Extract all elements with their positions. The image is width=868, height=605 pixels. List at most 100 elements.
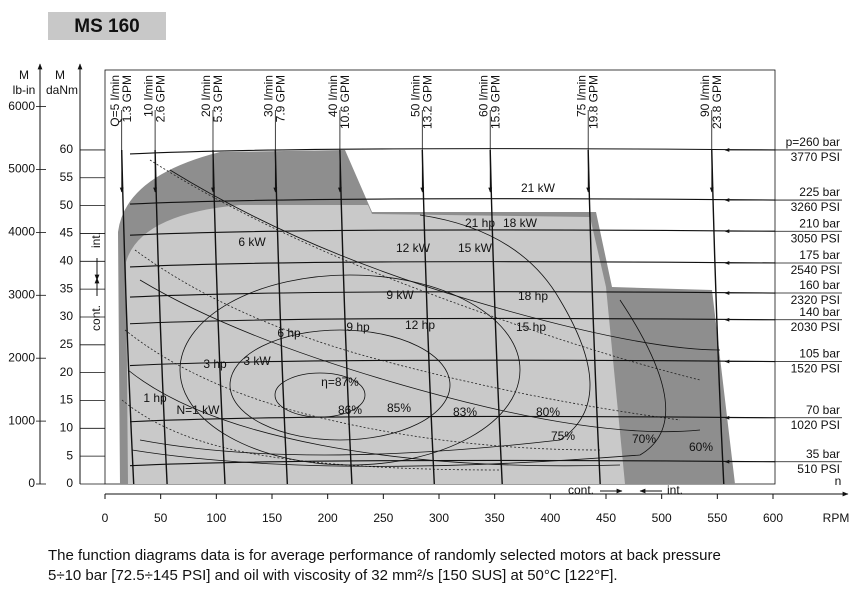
flow-gpm-label: 19.8 GPM — [586, 75, 600, 129]
x-tick-label: 600 — [763, 511, 783, 525]
flow-lpm-label: 90 l/min — [698, 75, 712, 117]
flow-gpm-label: 10.6 GPM — [338, 75, 352, 129]
x-label: n — [835, 474, 842, 488]
y-tick-label: 60 — [60, 142, 74, 156]
pressure-bar-label: 225 bar — [799, 185, 840, 199]
pressure-bar-label: 175 bar — [799, 248, 840, 262]
x-tick-label: 500 — [652, 511, 672, 525]
x-tick-label: 0 — [102, 511, 109, 525]
y2-tick-label: 3000 — [8, 287, 35, 301]
pressure-psi-label: 3260 PSI — [791, 200, 840, 214]
x-tick-label: 550 — [707, 511, 727, 525]
cont-label: cont. — [89, 305, 103, 331]
pressure-psi-label: 3050 PSI — [791, 231, 840, 245]
y2-tick-label: 2000 — [8, 350, 35, 364]
efficiency-label: 86% — [338, 403, 362, 417]
flow-lpm-label: Q=5 l/min — [108, 75, 122, 127]
power-label: 6 hp — [277, 326, 301, 340]
pressure-line — [129, 229, 776, 236]
y-tick-label: 30 — [60, 309, 74, 323]
efficiency-label: η=87% — [321, 375, 359, 389]
title: MS 160 — [74, 16, 139, 37]
efficiency-label: 70% — [632, 432, 656, 446]
pressure-psi-label: 2030 PSI — [791, 320, 840, 334]
pressure-psi-label: 2540 PSI — [791, 263, 840, 277]
efficiency-label: 75% — [551, 429, 575, 443]
y2-tick-label: 4000 — [8, 225, 35, 239]
note-line: 5÷10 bar [72.5÷145 PSI] and oil with vis… — [48, 567, 618, 584]
flow-line — [121, 149, 135, 485]
power-label: 18 kW — [503, 216, 538, 230]
power-label: 3 hp — [203, 357, 227, 371]
pressure-psi-label: 3770 PSI — [791, 150, 840, 164]
flow-lpm-label: 75 l/min — [574, 75, 588, 117]
pressure-psi-label: 1520 PSI — [791, 362, 840, 376]
pressure-line — [129, 459, 776, 467]
x-tick-label: 300 — [429, 511, 449, 525]
flow-lpm-label: 20 l/min — [199, 75, 213, 117]
cont-label-bottom: cont. — [568, 483, 594, 497]
pressure-line — [129, 359, 776, 367]
power-label: 9 kW — [386, 288, 414, 302]
power-curves — [121, 159, 721, 471]
flow-gpm-label: 13.2 GPM — [420, 75, 434, 129]
pressure-psi-label: 1020 PSI — [791, 418, 840, 432]
flow-gpm-label: 23.8 GPM — [710, 75, 724, 129]
efficiency-label: 83% — [453, 405, 477, 419]
power-label: 6 kW — [238, 235, 266, 249]
pressure-line — [129, 261, 776, 268]
flow-line — [587, 149, 601, 485]
power-label: 3 kW — [243, 354, 271, 368]
pressure-line — [129, 317, 776, 325]
x-tick-label: 400 — [540, 511, 560, 525]
power-label: 12 kW — [396, 241, 431, 255]
y-tick-label: 55 — [60, 170, 74, 184]
y2-tick-label: 1000 — [8, 413, 35, 427]
power-label: N=1 kW — [176, 403, 220, 417]
x-tick-label: 150 — [262, 511, 282, 525]
flow-lpm-label: 60 l/min — [476, 75, 490, 117]
flow-line — [421, 149, 435, 485]
flow-gpm-label: 5.3 GPM — [211, 75, 225, 122]
pressure-bar-label: p=260 bar — [786, 135, 840, 149]
y-tick-label: 5 — [66, 448, 73, 462]
y-tick-label: 45 — [60, 226, 74, 240]
pressure-psi-label: 2320 PSI — [791, 293, 840, 307]
flow-line — [489, 149, 503, 485]
pressure-bar-label: 105 bar — [799, 347, 840, 361]
efficiency-label: 80% — [536, 405, 560, 419]
pressure-bar-label: 70 bar — [806, 403, 840, 417]
y-tick-label: 10 — [60, 420, 74, 434]
flow-lpm-label: 30 l/min — [262, 75, 276, 117]
flow-line — [339, 149, 353, 485]
y-tick-label: 0 — [66, 476, 73, 490]
flow-lpm-label: 50 l/min — [408, 75, 422, 117]
int-label: int. — [89, 232, 103, 248]
flow-lpm-label: 40 l/min — [326, 75, 340, 117]
y-tick-label: 50 — [60, 198, 74, 212]
flow-line — [212, 149, 226, 485]
y-tick-label: 25 — [60, 337, 74, 351]
flow-gpm-label: 2.6 GPM — [153, 75, 167, 122]
flow-gpm-label: 1.3 GPM — [120, 75, 134, 122]
power-label: 18 hp — [518, 289, 548, 303]
x-unit: RPM — [823, 511, 850, 525]
pressure-psi-label: 510 PSI — [797, 462, 840, 476]
flow-gpm-label: 15.9 GPM — [488, 75, 502, 129]
efficiency-label: 85% — [387, 401, 411, 415]
flow-line — [274, 149, 289, 485]
y2-tick-label: 0 — [28, 476, 35, 490]
y2-tick-label: 5000 — [8, 162, 35, 176]
note-line: The function diagrams data is for averag… — [48, 547, 721, 564]
int-label-bottom: int. — [667, 483, 683, 497]
flow-lpm-label: 10 l/min — [141, 75, 155, 117]
y2-label: M — [19, 68, 29, 82]
pressure-line — [129, 148, 776, 155]
y2-unit: lb-in — [13, 83, 36, 97]
pressure-bar-label: 210 bar — [799, 216, 840, 230]
flow-line — [154, 149, 168, 485]
y-label: M — [55, 68, 65, 82]
power-label: 21 hp — [465, 216, 495, 230]
y-unit: daNm — [46, 83, 78, 97]
